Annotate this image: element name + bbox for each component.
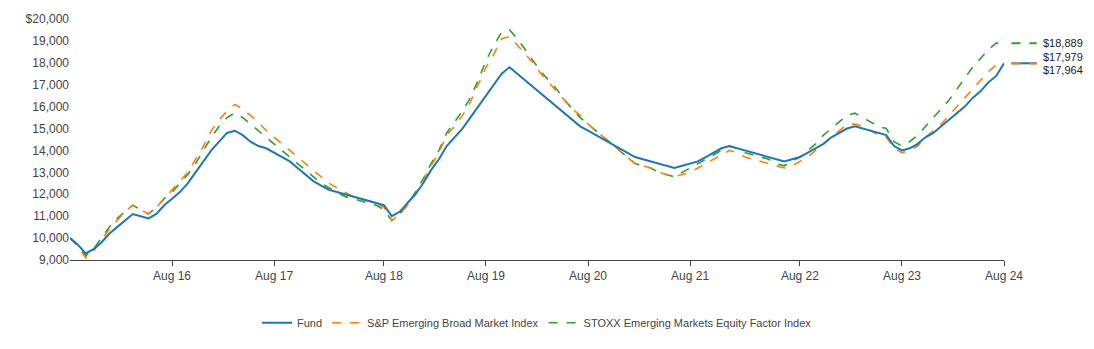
svg-text:11,000: 11,000 (33, 209, 69, 223)
svg-text:13,000: 13,000 (32, 166, 69, 180)
svg-text:10,000: 10,000 (32, 231, 69, 245)
svg-text:17,000: 17,000 (32, 78, 69, 92)
svg-text:Aug 18: Aug 18 (365, 269, 403, 283)
svg-text:16,000: 16,000 (32, 100, 69, 114)
svg-text:19,000: 19,000 (32, 34, 69, 48)
svg-text:Aug 20: Aug 20 (569, 269, 607, 283)
svg-text:Fund: Fund (297, 317, 322, 329)
svg-text:Aug 19: Aug 19 (467, 269, 505, 283)
svg-text:Aug 17: Aug 17 (255, 269, 293, 283)
svg-text:S&P Emerging Broad Market Inde: S&P Emerging Broad Market Index (367, 317, 538, 329)
svg-text:12,000: 12,000 (32, 187, 69, 201)
svg-text:$17,964: $17,964 (1043, 64, 1083, 76)
svg-text:Aug 16: Aug 16 (153, 269, 191, 283)
svg-text:Aug 22: Aug 22 (781, 269, 819, 283)
svg-text:Aug 23: Aug 23 (883, 269, 921, 283)
svg-text:9,000: 9,000 (39, 253, 69, 267)
svg-text:$18,889: $18,889 (1043, 37, 1083, 49)
svg-text:$17,979: $17,979 (1043, 51, 1083, 63)
svg-text:18,000: 18,000 (32, 56, 69, 70)
svg-text:Aug 24: Aug 24 (985, 269, 1023, 283)
svg-text:14,000: 14,000 (32, 144, 69, 158)
svg-text:Aug 21: Aug 21 (671, 269, 709, 283)
svg-text:15,000: 15,000 (32, 122, 69, 136)
svg-text:$20,000: $20,000 (26, 12, 70, 26)
svg-text:STOXX Emerging Markets Equity: STOXX Emerging Markets Equity Factor Ind… (584, 317, 812, 329)
